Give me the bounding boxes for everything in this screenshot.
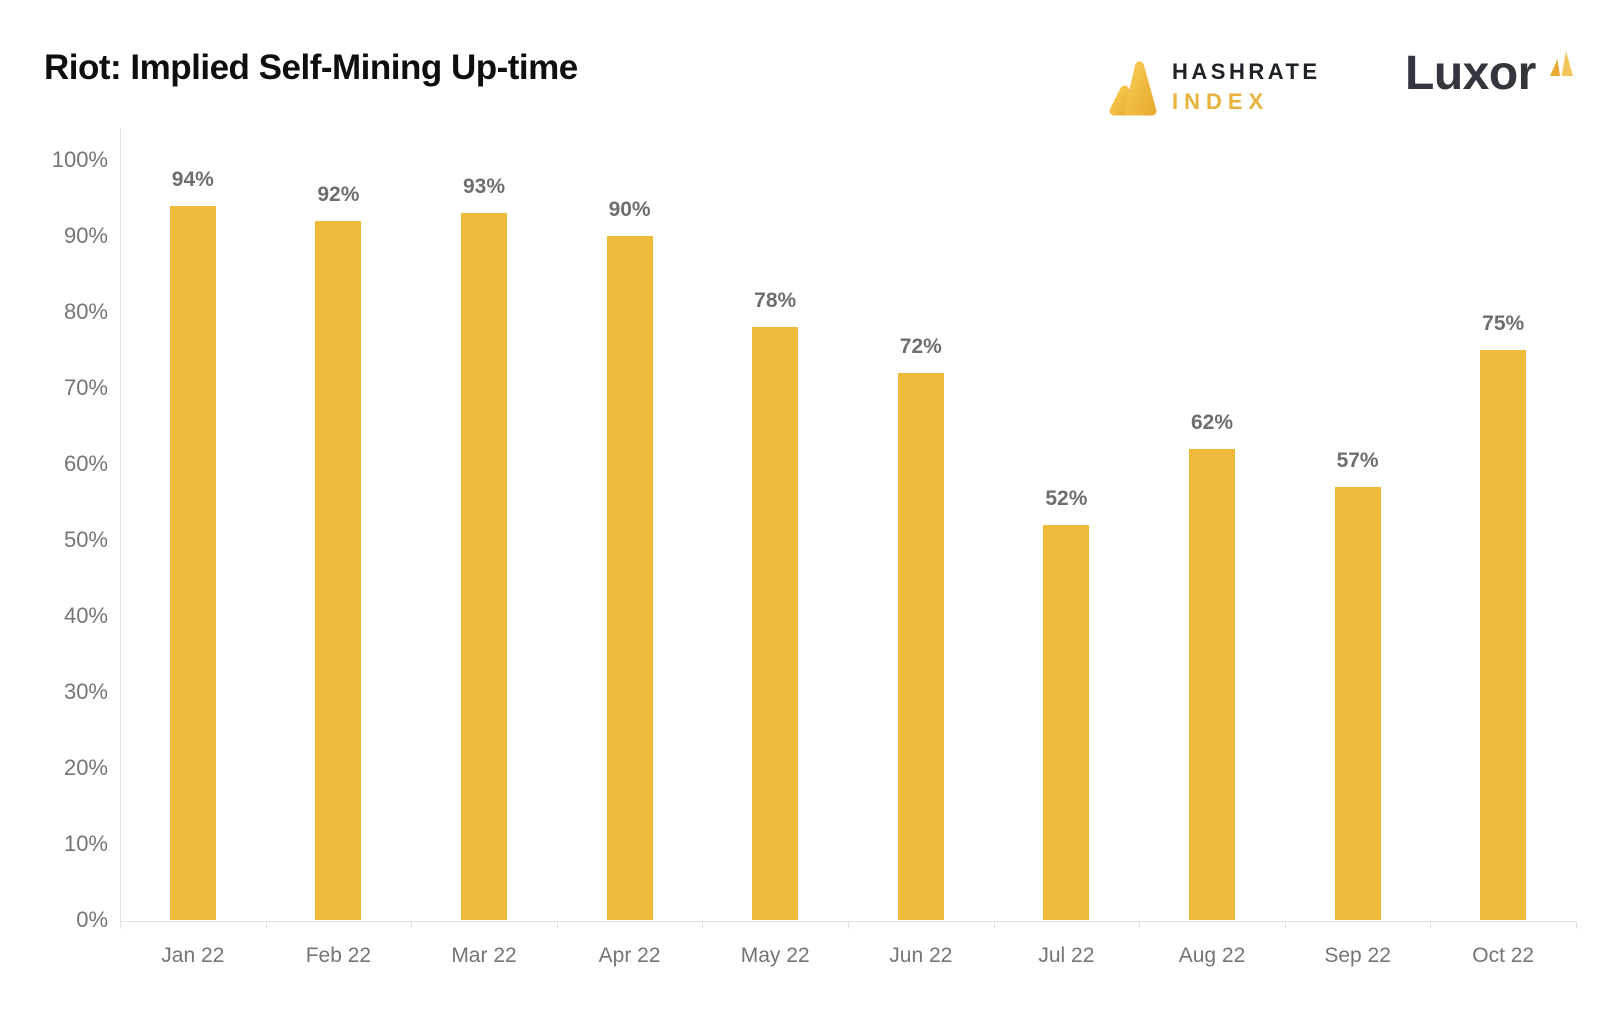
bar-jul-22: [1043, 524, 1090, 920]
bar-jun-22: [897, 372, 944, 920]
bar-value-label: 90%: [608, 198, 651, 221]
y-tick-label: 60%: [63, 451, 108, 476]
bar-may-22: [752, 327, 799, 920]
hashrate-index-wordmark: HASHRATE INDEX: [1172, 59, 1321, 114]
x-axis-line: [120, 921, 1576, 922]
x-axis-tick: [702, 922, 704, 929]
bar-jan-22: [169, 205, 216, 920]
x-tick-label: Apr 22: [598, 944, 661, 967]
x-axis-tick: [1139, 922, 1141, 929]
bar-aug-22: [1189, 448, 1235, 920]
x-axis-tick: [556, 922, 558, 929]
x-axis-tick: [411, 922, 413, 929]
y-tick-label: 70%: [63, 375, 108, 400]
x-axis-tick: [993, 922, 995, 929]
luxor-triangle-icon: [1549, 50, 1574, 77]
y-tick-label: 80%: [63, 299, 108, 324]
hashrate-index-logo: HASHRATE INDEX: [1098, 58, 1321, 116]
y-tick-label: 100%: [51, 147, 108, 172]
x-tick-label: Jul 22: [1038, 944, 1095, 967]
y-tick-label: 50%: [63, 527, 108, 552]
x-tick-label: Jan 22: [161, 944, 225, 967]
hashrate-text: HASHRATE: [1172, 59, 1321, 85]
x-tick-label: Feb 22: [305, 944, 372, 967]
luxor-logo: Luxor: [1405, 47, 1573, 100]
x-axis-tick: [1430, 922, 1432, 929]
bar-value-label: 94%: [171, 167, 214, 191]
bar-value-label: 93%: [462, 175, 506, 199]
bar-mar-22: [461, 213, 507, 920]
x-tick-label: Jun 22: [889, 944, 953, 967]
y-tick-label: 40%: [63, 603, 108, 628]
bar-feb-22: [315, 220, 362, 920]
x-tick-label: Oct 22: [1472, 944, 1535, 967]
bar-value-label: 52%: [1045, 486, 1088, 510]
x-tick-label: Sep 22: [1324, 944, 1391, 967]
x-axis-tick: [1284, 922, 1286, 929]
y-tick-label: 0%: [76, 907, 108, 932]
bar-value-label: 72%: [899, 334, 942, 358]
bar-apr-22: [606, 236, 653, 920]
x-axis-tick: [265, 922, 267, 929]
y-axis-line: [120, 128, 121, 921]
hashrate-index-icon: [1098, 58, 1158, 116]
x-axis-tick: [848, 922, 849, 929]
x-tick-label: May 22: [740, 944, 810, 967]
y-tick-label: 30%: [63, 679, 108, 704]
bar-sep-22: [1334, 486, 1381, 920]
y-tick-label: 20%: [63, 755, 108, 780]
luxor-text: Luxor: [1405, 47, 1536, 100]
x-tick-label: Mar 22: [451, 944, 517, 967]
bar-value-label: 57%: [1336, 448, 1379, 472]
x-axis-tick: [120, 922, 121, 929]
y-tick-label: 90%: [63, 223, 108, 248]
bar-oct-22: [1480, 350, 1527, 920]
bar-value-label: 92%: [317, 182, 360, 206]
x-tick-label: Aug 22: [1178, 944, 1246, 967]
y-tick-label: 10%: [63, 831, 108, 856]
x-axis-tick: [1576, 922, 1577, 929]
page-title: Riot: Implied Self-Mining Up-time: [44, 48, 578, 87]
index-text: INDEX: [1172, 88, 1270, 114]
bar-value-label: 75%: [1482, 312, 1525, 335]
bar-value-label: 62%: [1190, 410, 1234, 434]
bar-value-label: 78%: [754, 289, 797, 313]
